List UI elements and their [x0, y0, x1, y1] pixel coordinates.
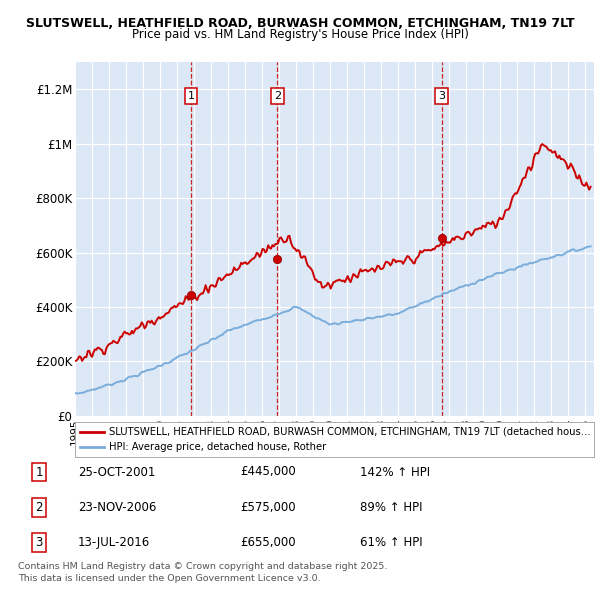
Text: 25-OCT-2001: 25-OCT-2001: [78, 466, 155, 478]
Text: £575,000: £575,000: [240, 501, 296, 514]
Text: 1: 1: [35, 466, 43, 478]
Text: 1: 1: [188, 91, 194, 101]
Text: HPI: Average price, detached house, Rother: HPI: Average price, detached house, Roth…: [109, 442, 326, 453]
Text: 13-JUL-2016: 13-JUL-2016: [78, 536, 150, 549]
Text: 61% ↑ HPI: 61% ↑ HPI: [360, 536, 422, 549]
Text: £655,000: £655,000: [240, 536, 296, 549]
Text: 142% ↑ HPI: 142% ↑ HPI: [360, 466, 430, 478]
Text: Contains HM Land Registry data © Crown copyright and database right 2025.
This d: Contains HM Land Registry data © Crown c…: [18, 562, 388, 583]
Text: Price paid vs. HM Land Registry's House Price Index (HPI): Price paid vs. HM Land Registry's House …: [131, 28, 469, 41]
Text: 89% ↑ HPI: 89% ↑ HPI: [360, 501, 422, 514]
Text: 23-NOV-2006: 23-NOV-2006: [78, 501, 157, 514]
Text: £445,000: £445,000: [240, 466, 296, 478]
Text: 3: 3: [438, 91, 445, 101]
Text: 2: 2: [35, 501, 43, 514]
Text: 2: 2: [274, 91, 281, 101]
Text: 3: 3: [35, 536, 43, 549]
Text: SLUTSWELL, HEATHFIELD ROAD, BURWASH COMMON, ETCHINGHAM, TN19 7LT: SLUTSWELL, HEATHFIELD ROAD, BURWASH COMM…: [26, 17, 574, 30]
Text: SLUTSWELL, HEATHFIELD ROAD, BURWASH COMMON, ETCHINGHAM, TN19 7LT (detached hous…: SLUTSWELL, HEATHFIELD ROAD, BURWASH COMM…: [109, 427, 590, 437]
